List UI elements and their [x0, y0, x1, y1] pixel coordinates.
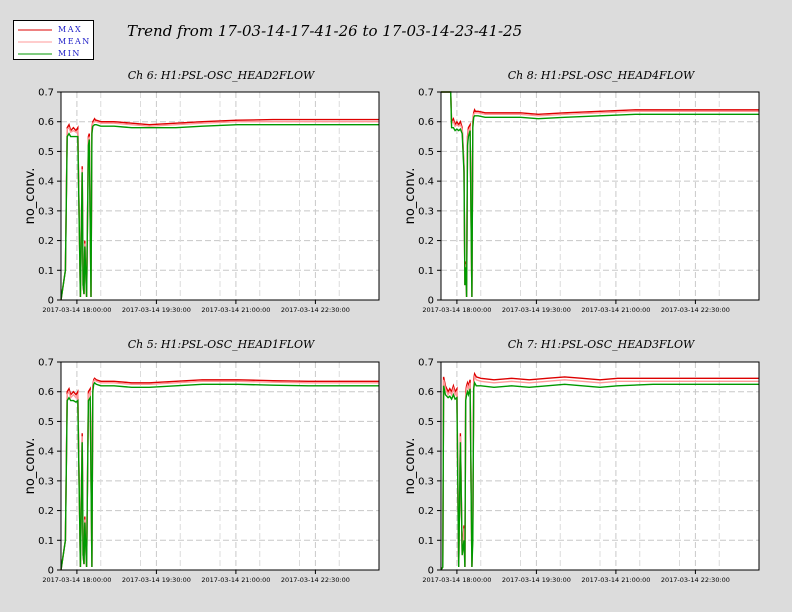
- y-tick-label: 0.7: [418, 358, 434, 369]
- panel-title-ch6: Ch 6: H1:PSL-OSC_HEAD2FLOW: [127, 69, 315, 82]
- plot-frame: [440, 91, 760, 301]
- x-tick-label: 2017-03-14 19:30:00: [502, 306, 571, 314]
- series-line-min: [60, 123, 379, 301]
- y-tick-label: 0.7: [38, 358, 54, 369]
- y-tick-label: 0.4: [418, 177, 434, 188]
- y-axis-label: no_conv.: [403, 438, 418, 495]
- legend: MAX MEAN MIN: [13, 20, 94, 60]
- series-line-min: [60, 381, 379, 571]
- x-tick-label: 2017-03-14 21:00:00: [201, 306, 270, 314]
- y-tick-label: 0.6: [38, 387, 54, 398]
- y-tick-label: 0.3: [418, 206, 434, 217]
- y-tick-label: 0: [428, 566, 434, 577]
- legend-label-min: MIN: [58, 49, 81, 58]
- x-tick-label: 2017-03-14 19:30:00: [122, 306, 191, 314]
- plot-frame: [60, 91, 380, 301]
- y-tick-label: 0.5: [418, 417, 434, 428]
- y-tick-label: 0.1: [38, 266, 54, 277]
- x-tick-label: 2017-03-14 21:00:00: [581, 306, 650, 314]
- series-line-mean: [440, 374, 759, 571]
- x-tick-label: 2017-03-14 21:00:00: [581, 576, 650, 584]
- panel-title-ch5: Ch 5: H1:PSL-OSC_HEAD1FLOW: [127, 338, 315, 351]
- y-tick-label: 0.1: [418, 266, 434, 277]
- y-tick-label: 0.2: [418, 506, 434, 517]
- y-tick-label: 0: [428, 296, 434, 307]
- legend-label-mean: MEAN: [58, 37, 91, 46]
- y-tick-label: 0.5: [418, 147, 434, 158]
- y-tick-label: 0.5: [38, 417, 54, 428]
- x-tick-label: 2017-03-14 21:00:00: [201, 576, 270, 584]
- plot-ch7: 0 0.1 0.2 0.3 0.4 0.5 0.6 0.7 2017-03-14 18:00:0…: [403, 358, 760, 584]
- y-tick-label: 0: [48, 566, 54, 577]
- series-line-min: [440, 380, 759, 571]
- y-tick-label: 0.4: [38, 447, 54, 458]
- x-tick-label: 2017-03-14 22:30:00: [661, 576, 730, 584]
- legend-swatches: [18, 29, 52, 55]
- main-title: Trend from 17-03-14-17-41-26 to 17-03-14…: [127, 22, 523, 40]
- plot-frame: [440, 361, 760, 571]
- x-tick-label: 2017-03-14 22:30:00: [281, 576, 350, 584]
- x-tick-label: 2017-03-14 18:00:00: [42, 306, 111, 314]
- x-tick-label: 2017-03-14 18:00:00: [422, 306, 491, 314]
- y-tick-label: 0.2: [38, 506, 54, 517]
- y-tick-label: 0.3: [38, 476, 54, 487]
- x-tick-label: 2017-03-14 22:30:00: [661, 306, 730, 314]
- y-axis-label: no_conv.: [23, 438, 38, 495]
- panel-title-ch7: Ch 7: H1:PSL-OSC_HEAD3FLOW: [507, 338, 695, 351]
- plot-ch8: 0 0.1 0.2 0.3 0.4 0.5 0.6 0.7 2017-03-14 18:00:0…: [403, 88, 760, 314]
- y-tick-label: 0.7: [38, 88, 54, 99]
- y-tick-label: 0.1: [418, 536, 434, 547]
- y-tick-label: 0.3: [38, 206, 54, 217]
- y-tick-label: 0.2: [418, 236, 434, 247]
- plot-ch5: 0 0.1 0.2 0.3 0.4 0.5 0.6 0.7 2017-03-14 18:00:0…: [23, 358, 380, 584]
- y-tick-label: 0.2: [38, 236, 54, 247]
- plot-frame: [60, 361, 380, 571]
- x-tick-label: 2017-03-14 18:00:00: [422, 576, 491, 584]
- y-tick-label: 0.6: [418, 387, 434, 398]
- y-tick-label: 0.7: [418, 88, 434, 99]
- y-axis-label: no_conv.: [23, 168, 38, 225]
- x-tick-label: 2017-03-14 22:30:00: [281, 306, 350, 314]
- x-tick-label: 2017-03-14 19:30:00: [502, 576, 571, 584]
- y-tick-label: 0: [48, 296, 54, 307]
- y-tick-label: 0.6: [418, 117, 434, 128]
- legend-label-max: MAX: [58, 25, 83, 34]
- plot-ch6: 0 0.1 0.2 0.3 0.4 0.5 0.6 0.7 2017-03-14 18:00:0…: [23, 88, 380, 314]
- y-axis-label: no_conv.: [403, 168, 418, 225]
- y-tick-label: 0.4: [418, 447, 434, 458]
- y-tick-label: 0.6: [38, 117, 54, 128]
- series-line-min: [441, 91, 759, 298]
- x-tick-label: 2017-03-14 18:00:00: [42, 576, 111, 584]
- series-line-max: [440, 371, 759, 571]
- y-tick-label: 0.3: [418, 476, 434, 487]
- y-tick-label: 0.4: [38, 177, 54, 188]
- panel-title-ch8: Ch 8: H1:PSL-OSC_HEAD4FLOW: [507, 69, 695, 82]
- y-tick-label: 0.5: [38, 147, 54, 158]
- x-tick-label: 2017-03-14 19:30:00: [122, 576, 191, 584]
- y-tick-label: 0.1: [38, 536, 54, 547]
